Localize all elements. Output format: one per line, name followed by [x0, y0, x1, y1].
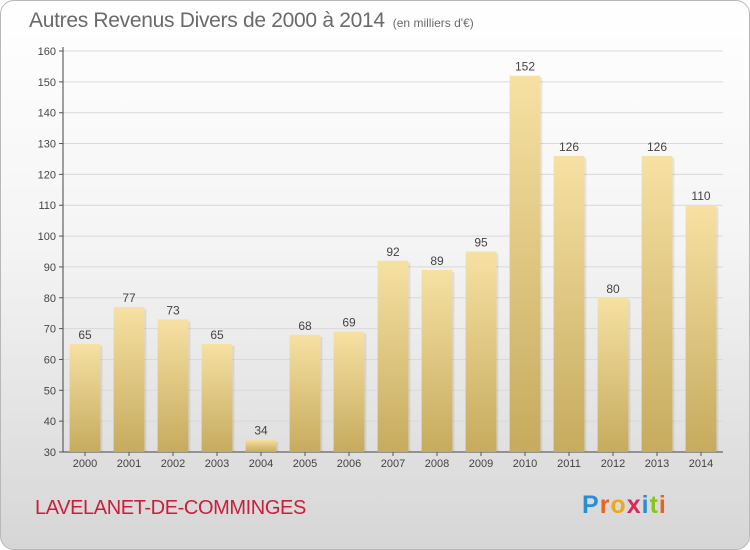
data-label: 89 [430, 254, 444, 268]
data-label: 126 [559, 140, 579, 154]
x-tick-label: 2012 [601, 458, 625, 470]
y-tick-label: 150 [38, 77, 56, 89]
y-tick-label: 80 [44, 293, 56, 305]
x-tick-label: 2000 [73, 458, 97, 470]
x-tick-label: 2001 [117, 458, 141, 470]
data-label: 80 [606, 282, 620, 296]
y-tick-label: 100 [38, 231, 56, 243]
x-tick-label: 2005 [293, 458, 317, 470]
data-label: 73 [166, 303, 180, 317]
bar-2008 [421, 270, 453, 452]
x-tick-label: 2009 [469, 458, 493, 470]
chart-title: Autres Revenus Divers de 2000 à 2014 (en … [29, 9, 474, 33]
logo-letter: x [626, 491, 642, 519]
data-label: 65 [78, 328, 92, 342]
commune-name: LAVELANET-DE-COMMINGES [35, 497, 306, 519]
data-label: 92 [386, 245, 400, 259]
bar-2000 [69, 344, 101, 452]
x-tick-label: 2006 [337, 458, 361, 470]
x-tick-label: 2011 [557, 458, 581, 470]
data-label: 95 [474, 236, 488, 250]
chart-unit-note: (en milliers d'€) [392, 16, 474, 30]
bar-2002 [157, 319, 189, 452]
bar-2012 [597, 297, 629, 452]
logo-letter: P [582, 491, 600, 519]
bar-2004 [245, 439, 277, 452]
bar-2014 [685, 205, 717, 452]
data-label: 110 [691, 189, 710, 203]
bar-2013 [641, 155, 673, 452]
data-label: 34 [254, 424, 268, 438]
x-tick-label: 2002 [161, 458, 185, 470]
x-tick-label: 2008 [425, 458, 449, 470]
y-tick-label: 160 [38, 46, 56, 58]
y-tick-label: 120 [38, 169, 56, 181]
x-tick-label: 2004 [249, 458, 273, 470]
logo-letter: i [641, 491, 650, 519]
bar-2007 [377, 260, 409, 452]
logo-letter: o [610, 491, 627, 519]
y-tick-label: 90 [44, 262, 56, 274]
y-tick-label: 110 [38, 200, 56, 212]
logo-letter: r [599, 491, 611, 519]
bar-2006 [333, 331, 365, 452]
axes: 30 40 50 60 70 80 90 100 110 120 130 140 150 160 2000 2… [38, 46, 723, 470]
proxiti-logo: Proxiti [582, 491, 667, 520]
data-label: 77 [122, 291, 136, 305]
x-tick-label: 2013 [645, 458, 669, 470]
logo-letter: i [658, 491, 667, 519]
data-label: 68 [298, 319, 312, 333]
bar-2001 [113, 307, 145, 452]
data-label: 69 [342, 316, 356, 330]
bar-2003 [201, 344, 233, 452]
data-labels: 65 77 73 65 34 68 69 92 89 95 152 126 80 126 110 [78, 60, 711, 438]
x-tick-label: 2010 [513, 458, 537, 470]
y-tick-label: 40 [44, 416, 56, 428]
bar-2005 [289, 334, 321, 452]
data-label: 152 [515, 60, 535, 74]
bar-2011 [553, 155, 585, 452]
y-tick-label: 50 [44, 385, 56, 397]
logo-letter: t [649, 491, 659, 519]
y-tick-label: 60 [44, 354, 56, 366]
y-tick-label: 130 [38, 139, 56, 151]
y-tick-label: 70 [44, 324, 56, 336]
data-label: 126 [647, 140, 667, 154]
y-tick-label: 140 [38, 108, 56, 120]
bar-2009 [465, 251, 497, 452]
x-tick-label: 2003 [205, 458, 229, 470]
chart-title-text: Autres Revenus Divers de 2000 à 2014 [29, 9, 385, 32]
data-label: 65 [210, 328, 224, 342]
x-tick-label: 2007 [381, 458, 405, 470]
y-tick-label: 30 [44, 447, 56, 459]
bars [69, 75, 719, 452]
x-tick-label: 2014 [689, 458, 713, 470]
bar-2010 [509, 75, 541, 452]
